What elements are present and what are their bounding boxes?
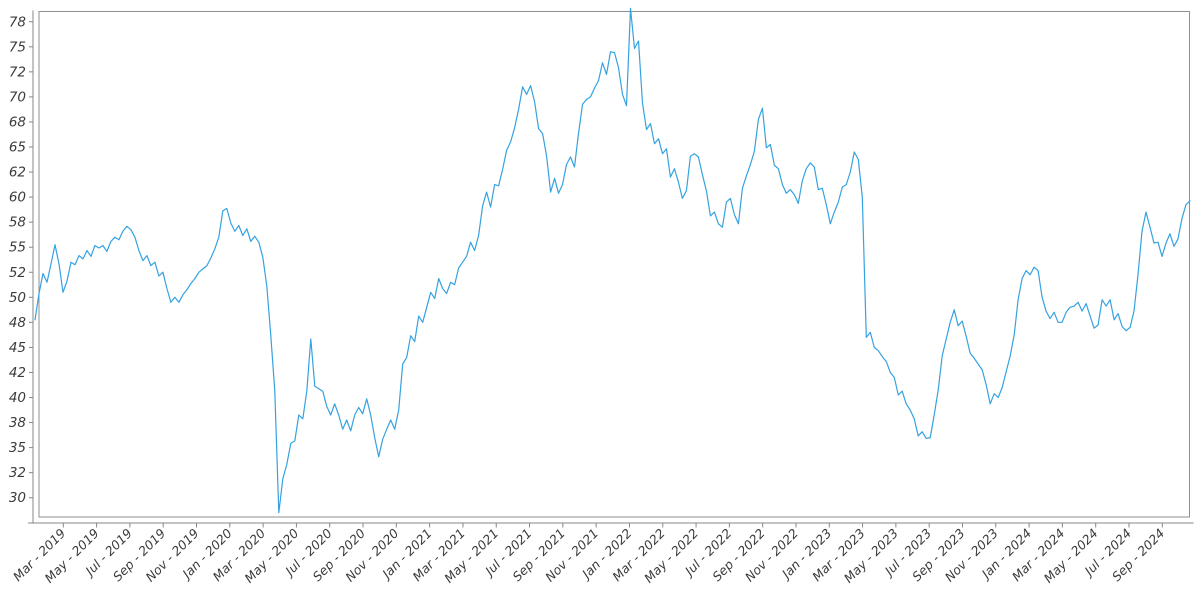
y-tick-label: 58 xyxy=(9,215,26,231)
axes xyxy=(28,10,1194,524)
y-tick-label: 52 xyxy=(9,265,26,281)
y-tick-label: 48 xyxy=(9,315,26,331)
y-tick-label: 45 xyxy=(9,340,26,356)
plot-border xyxy=(38,11,1190,518)
y-tick-label: 35 xyxy=(9,440,26,456)
y-tick-label: 30 xyxy=(9,490,26,506)
y-tick-label: 75 xyxy=(9,39,26,55)
y-tick-label: 78 xyxy=(9,14,26,30)
price-line xyxy=(34,7,1191,514)
y-tick-label: 38 xyxy=(9,415,26,431)
y-tick-label: 40 xyxy=(9,390,26,406)
y-axis: 30 32 35 38 40 42 45 48 50 52 55 58 60 62 65 68 70 72 75 78 xyxy=(9,14,33,506)
y-tick-label: 72 xyxy=(9,64,26,80)
y-tick-label: 70 xyxy=(9,89,26,105)
y-tick-label: 60 xyxy=(9,190,26,206)
y-tick-label: 62 xyxy=(9,165,26,181)
y-tick-label: 42 xyxy=(9,365,26,381)
y-tick-label: 32 xyxy=(9,465,26,481)
y-tick-label: 65 xyxy=(9,140,26,156)
y-tick-label: 55 xyxy=(9,240,26,256)
y-tick-label: 50 xyxy=(9,290,26,306)
y-tick-label: 68 xyxy=(9,114,26,130)
